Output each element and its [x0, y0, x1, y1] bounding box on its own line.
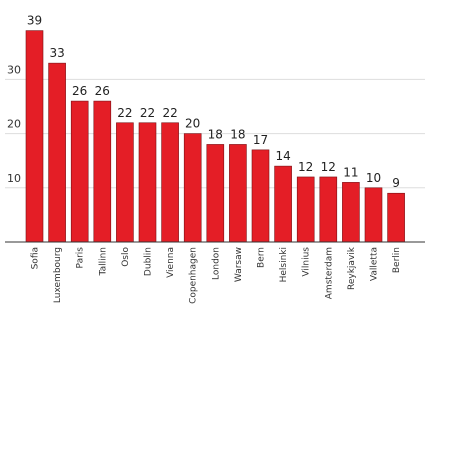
y-tick-label: 20: [7, 118, 21, 131]
bar: [161, 122, 179, 243]
bars: [25, 30, 405, 243]
bar: [296, 176, 315, 243]
category-label: Dublin: [144, 247, 154, 276]
category-label: Helsinki: [279, 247, 289, 282]
value-label: 22: [162, 106, 177, 120]
bar: [206, 144, 225, 243]
value-label: 18: [230, 127, 245, 141]
category-label: Copenhagen: [189, 247, 199, 304]
value-label: 39: [27, 14, 42, 28]
category-label: Vilnius: [302, 247, 312, 277]
value-label: 18: [208, 127, 223, 141]
value-label: 22: [140, 106, 155, 120]
bar: [251, 149, 270, 243]
bar: [229, 144, 247, 243]
category-label: Bern: [257, 247, 267, 268]
bar: [183, 133, 202, 243]
category-label: Berlin: [392, 247, 402, 273]
category-label: London: [211, 247, 221, 280]
category-label: Reykjavik: [347, 246, 357, 290]
category-label: Tallinn: [98, 247, 108, 276]
bar: [364, 187, 383, 243]
bar: [48, 62, 66, 243]
category-label: Paris: [76, 247, 86, 269]
bar: [387, 192, 405, 243]
value-label: 11: [343, 165, 358, 179]
category-label: Luxembourg: [53, 247, 63, 303]
value-label: 26: [72, 84, 87, 98]
value-label: 33: [49, 46, 64, 60]
category-label: Valletta: [370, 247, 380, 281]
category-label: Warsaw: [234, 247, 244, 282]
value-label: 12: [298, 160, 313, 174]
value-label: 26: [95, 84, 110, 98]
value-labels: 39 33 26 26 22 22 22 20 18 18 17 14 12 12 11 10 9: [27, 14, 400, 191]
bar: [93, 100, 112, 243]
category-label: Amsterdam: [324, 247, 334, 299]
bar: [116, 122, 134, 243]
category-labels: Sofia Luxembourg Paris Tallinn Oslo Dublin Vie…: [31, 246, 403, 304]
value-label: 14: [275, 149, 290, 163]
value-label: 20: [185, 117, 200, 131]
bar: [138, 122, 157, 243]
value-label: 9: [392, 176, 400, 190]
category-label: Sofia: [31, 247, 41, 269]
bar: [319, 176, 338, 243]
value-label: 12: [321, 160, 336, 174]
y-tick-label: 10: [7, 172, 21, 185]
y-tick-label: 30: [7, 63, 21, 76]
bar: [25, 30, 44, 243]
category-label: Vienna: [166, 247, 176, 278]
y-tick-labels: 10 20 30: [7, 63, 21, 184]
category-label: Oslo: [121, 247, 131, 267]
bar: [342, 182, 360, 243]
bar: [274, 165, 292, 243]
value-label: 10: [366, 171, 381, 185]
bar: [70, 100, 89, 243]
value-label: 17: [253, 133, 268, 147]
value-label: 22: [117, 106, 132, 120]
